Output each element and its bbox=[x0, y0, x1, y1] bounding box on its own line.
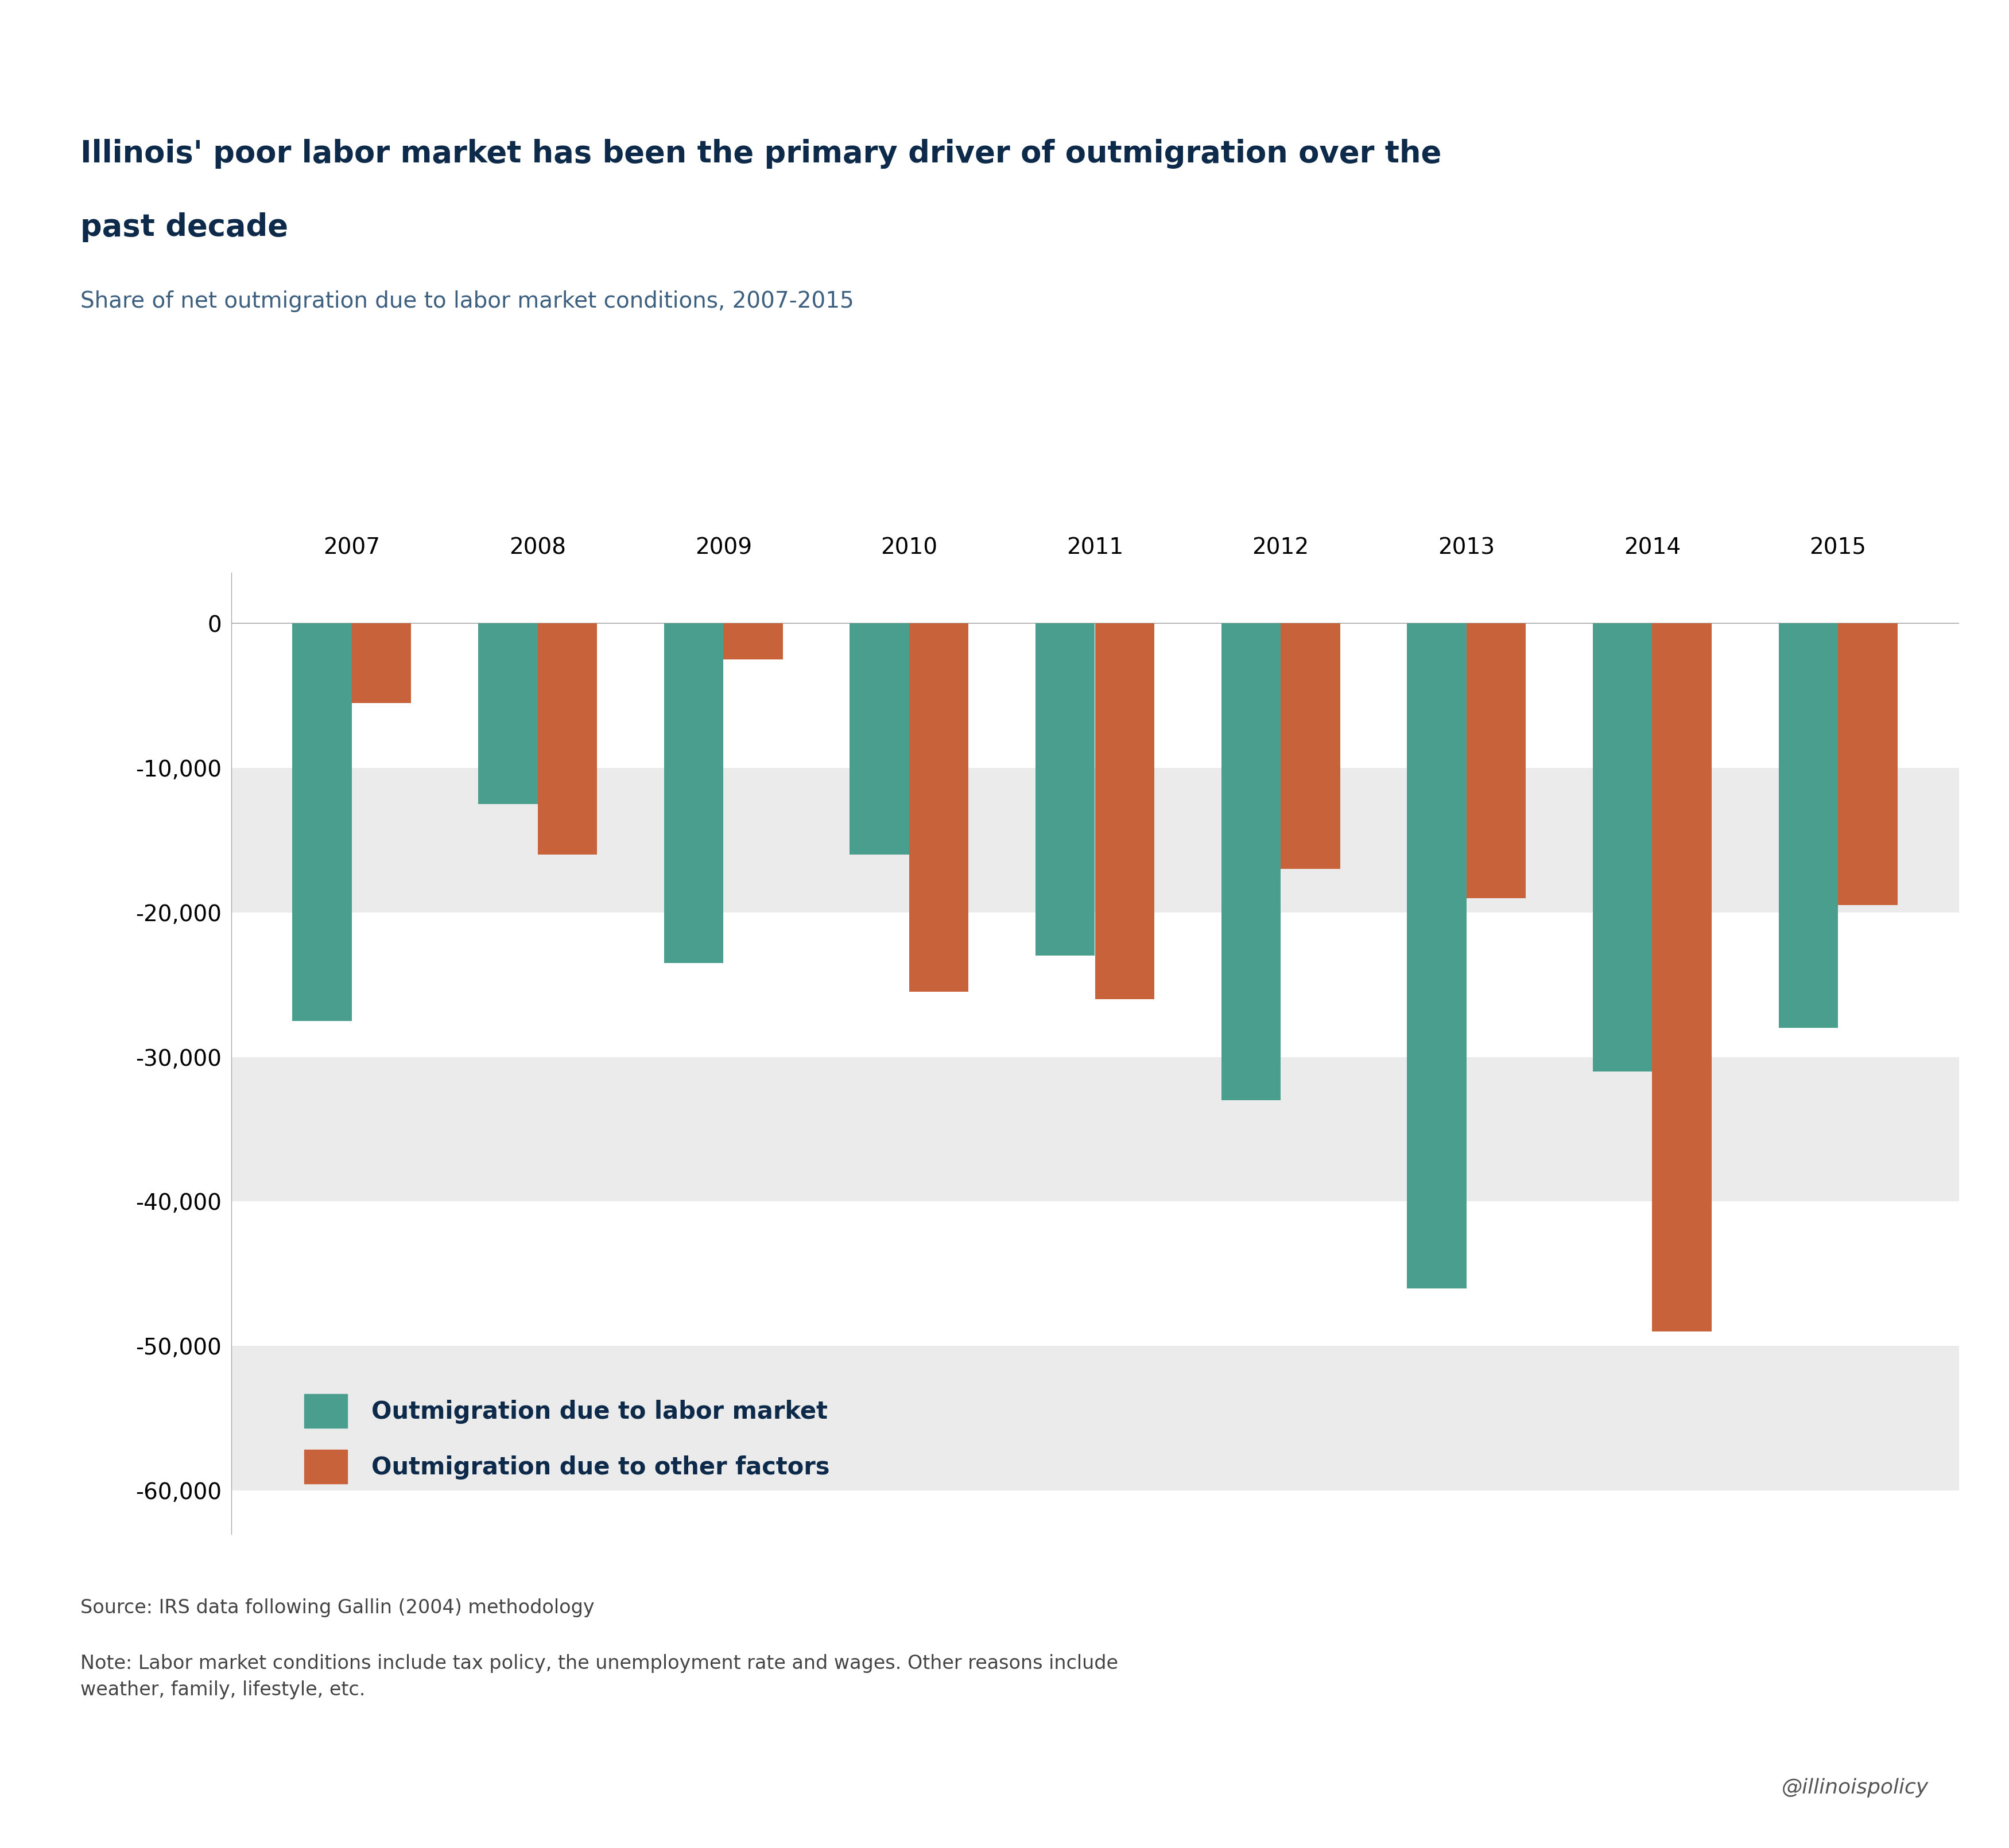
Bar bbox=[293, 623, 352, 1020]
Bar bbox=[1467, 623, 1527, 898]
Legend: Outmigration due to labor market, Outmigration due to other factors: Outmigration due to labor market, Outmig… bbox=[295, 1384, 840, 1493]
Text: Note: Labor market conditions include tax policy, the unemployment rate and wage: Note: Labor market conditions include ta… bbox=[80, 1654, 1119, 1700]
Bar bbox=[1280, 623, 1340, 869]
Bar bbox=[1095, 623, 1155, 1000]
Bar bbox=[1778, 623, 1838, 1027]
Bar bbox=[231, 769, 1959, 913]
Bar bbox=[1221, 623, 1280, 1100]
Bar bbox=[231, 1345, 1959, 1491]
Text: Share of net outmigration due to labor market conditions, 2007-2015: Share of net outmigration due to labor m… bbox=[80, 290, 854, 312]
Bar bbox=[478, 623, 538, 804]
Bar bbox=[1035, 623, 1095, 955]
Bar bbox=[723, 623, 784, 660]
Bar bbox=[538, 623, 597, 854]
Bar bbox=[352, 623, 412, 702]
Bar bbox=[1593, 623, 1651, 1072]
Bar bbox=[1406, 623, 1467, 1288]
Text: @illinoispolicy: @illinoispolicy bbox=[1782, 1778, 1929, 1798]
Text: past decade: past decade bbox=[80, 213, 287, 242]
Bar bbox=[1838, 623, 1896, 906]
Text: Source: IRS data following Gallin (2004) methodology: Source: IRS data following Gallin (2004)… bbox=[80, 1599, 595, 1617]
Bar bbox=[910, 623, 968, 992]
Bar bbox=[850, 623, 910, 854]
Bar bbox=[1651, 623, 1712, 1332]
Bar bbox=[663, 623, 723, 963]
Bar bbox=[231, 1057, 1959, 1201]
Text: Illinois' poor labor market has been the primary driver of outmigration over the: Illinois' poor labor market has been the… bbox=[80, 139, 1442, 168]
